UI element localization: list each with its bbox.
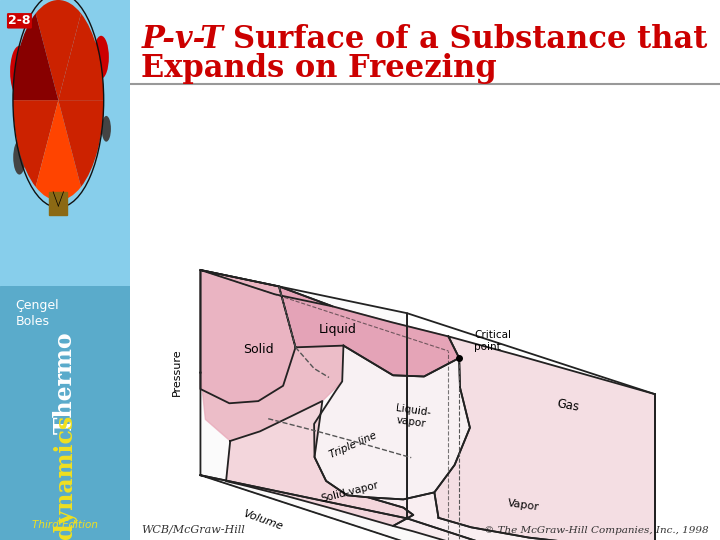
Wedge shape xyxy=(13,14,58,100)
Polygon shape xyxy=(314,346,470,500)
Bar xyxy=(49,192,68,214)
Ellipse shape xyxy=(94,36,109,79)
Polygon shape xyxy=(200,270,295,403)
Text: Expands on Freezing: Expands on Freezing xyxy=(141,53,497,84)
Text: 2-8: 2-8 xyxy=(8,14,31,28)
Text: Thermo: Thermo xyxy=(53,332,77,434)
Polygon shape xyxy=(226,401,413,526)
Wedge shape xyxy=(13,100,58,187)
Text: Volume: Volume xyxy=(241,509,284,532)
Polygon shape xyxy=(279,286,459,376)
Text: Third Edition: Third Edition xyxy=(32,520,98,530)
Ellipse shape xyxy=(102,116,111,141)
Text: Surface of a Substance that: Surface of a Substance that xyxy=(233,24,707,55)
Wedge shape xyxy=(58,100,104,187)
Wedge shape xyxy=(35,100,81,200)
Ellipse shape xyxy=(13,140,26,174)
Text: dynamics: dynamics xyxy=(53,414,77,539)
Polygon shape xyxy=(368,492,655,540)
Polygon shape xyxy=(200,270,407,518)
Text: Pressure: Pressure xyxy=(172,349,182,396)
Ellipse shape xyxy=(10,46,29,97)
Text: Çengel
Boles: Çengel Boles xyxy=(16,299,59,328)
Text: Critical
point: Critical point xyxy=(474,330,511,352)
Text: Liquid: Liquid xyxy=(319,323,356,336)
Text: Triple line: Triple line xyxy=(328,430,379,460)
Wedge shape xyxy=(36,0,81,100)
Text: P-v-T: P-v-T xyxy=(141,24,223,55)
Text: Solid: Solid xyxy=(243,343,274,356)
Text: Gas: Gas xyxy=(556,397,580,414)
Polygon shape xyxy=(200,475,655,540)
Wedge shape xyxy=(58,14,104,100)
Polygon shape xyxy=(434,336,655,540)
Polygon shape xyxy=(200,346,343,441)
Polygon shape xyxy=(200,270,333,306)
Text: Vapor: Vapor xyxy=(507,498,540,512)
Text: Liquid-
vapor: Liquid- vapor xyxy=(393,403,431,429)
Text: Solid-vapor: Solid-vapor xyxy=(320,481,380,504)
Text: © The McGraw-Hill Companies, Inc., 1998: © The McGraw-Hill Companies, Inc., 1998 xyxy=(484,525,708,535)
Text: WCB/McGraw-Hill: WCB/McGraw-Hill xyxy=(141,524,245,535)
